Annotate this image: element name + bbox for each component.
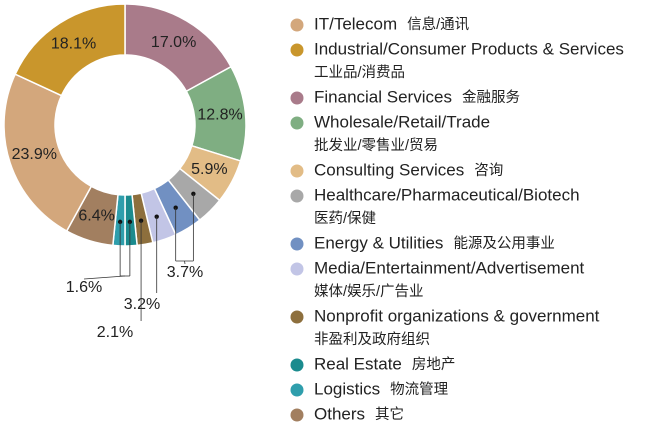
legend-label: Real Estate — [314, 354, 402, 373]
leader-line — [83, 275, 126, 280]
legend-label: Healthcare/Pharmaceutical/Biotech — [314, 185, 580, 204]
legend-swatch — [290, 18, 304, 32]
legend-label: Nonprofit organizations & government — [314, 306, 600, 325]
data-label: 12.8% — [197, 107, 242, 124]
legend-label-zh: 批发业/零售业/贸易 — [314, 137, 438, 154]
legend-label-zh: 信息/通讯 — [407, 16, 470, 33]
legend-swatch — [290, 310, 304, 324]
legend-swatch — [290, 383, 304, 397]
legend-swatch — [290, 358, 304, 372]
legend-label-zh: 金融服务 — [462, 89, 520, 106]
legend-label-zh: 咨询 — [474, 162, 503, 179]
legend-label: Financial Services — [314, 87, 452, 106]
legend-label: Media/Entertainment/Advertisement — [314, 258, 585, 277]
data-label: 5.9% — [191, 161, 227, 178]
legend-label-zh: 非盈利及政府组织 — [314, 331, 430, 348]
legend-label: Wholesale/Retail/Trade — [314, 112, 490, 131]
legend-label: Industrial/Consumer Products & Services — [314, 39, 624, 58]
legend-label-zh: 媒体/娱乐/广告业 — [314, 283, 424, 300]
data-label: 23.9% — [12, 146, 57, 163]
legend-label: IT/Telecom — [314, 14, 397, 33]
legend-label: Consulting Services — [314, 160, 464, 179]
legend-label: Energy & Utilities — [314, 233, 443, 252]
legend-label: Logistics — [314, 379, 380, 398]
legend-swatch — [290, 237, 304, 251]
legend-label-zh: 房地产 — [412, 356, 456, 373]
data-label: 6.4% — [78, 207, 114, 224]
legend-swatch — [290, 408, 304, 422]
data-label: 1.6% — [66, 279, 102, 296]
data-label: 2.1% — [97, 324, 133, 341]
data-label: 17.0% — [151, 34, 196, 51]
legend-label-zh: 工业品/消费品 — [314, 64, 405, 81]
data-label: 3.2% — [124, 296, 160, 313]
legend-swatch — [290, 91, 304, 105]
legend-swatch — [290, 43, 304, 57]
legend-swatch — [290, 262, 304, 276]
legend-label-zh: 医药/保健 — [314, 210, 376, 227]
data-label: 18.1% — [51, 36, 96, 53]
legend-label-zh: 物流管理 — [390, 381, 448, 398]
donut-segment — [14, 3, 126, 97]
legend-label: Others — [314, 404, 365, 423]
legend-swatch — [290, 116, 304, 130]
legend-swatch — [290, 189, 304, 203]
legend-swatch — [290, 164, 304, 178]
legend-label-zh: 其它 — [375, 405, 404, 423]
data-label: 3.7% — [167, 264, 203, 281]
legend-label-zh: 能源及公用事业 — [453, 235, 555, 252]
